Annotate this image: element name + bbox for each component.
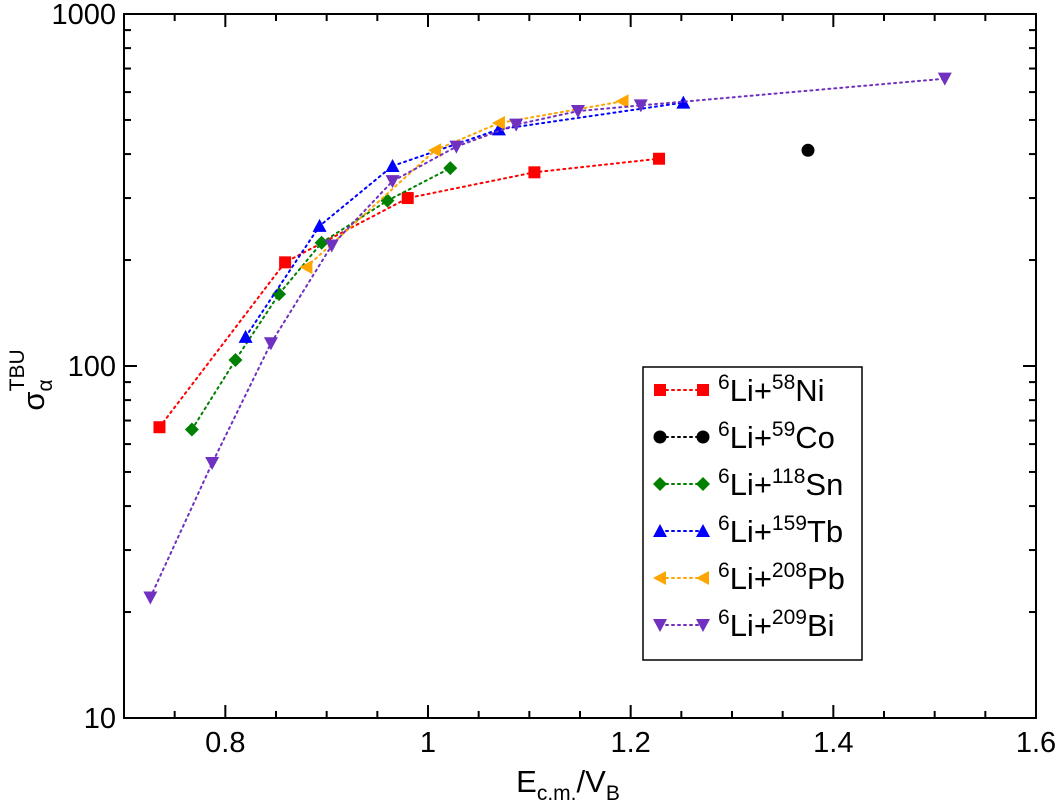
series-line-bi (149, 77, 946, 599)
legend-label-tb: 6Li+159Tb (718, 512, 843, 549)
data-point-pb (428, 143, 442, 158)
data-point-pb (299, 260, 313, 275)
data-point-ni (653, 152, 666, 165)
legend-item-bi: 6Li+209Bi (653, 606, 835, 643)
legend-item-tb: 6Li+159Tb (653, 512, 843, 549)
legend-marker-ni (654, 384, 666, 396)
series-line-pb (305, 100, 624, 269)
y-tick-labels: 10 100 1000 (51, 0, 116, 735)
x-tick-label: 1.2 (611, 727, 651, 759)
legend-label-bi: 6Li+209Bi (718, 606, 835, 643)
data-point-tb (238, 329, 253, 343)
data-point-bi (385, 175, 400, 189)
series-tb (238, 95, 691, 343)
data-point-ni (528, 166, 541, 179)
series-line-sn (190, 167, 452, 431)
legend-marker-sn (696, 477, 710, 491)
y-tick-label: 100 (68, 351, 116, 383)
series-co (801, 143, 815, 157)
legend-marker-co (696, 430, 710, 444)
series-bi (143, 72, 952, 605)
data-point-bi (449, 140, 464, 154)
data-point-pb (615, 94, 629, 109)
data-point-ni (401, 192, 414, 205)
data-point-sn (314, 235, 329, 250)
data-point-sn (380, 193, 395, 208)
plot-frame (123, 13, 1037, 719)
legend-label-ni: 6Li+58Ni (718, 371, 825, 408)
legend-marker-tb (653, 524, 667, 537)
x-tick-labels: 0.8 1 1.2 1.4 1.6 (205, 727, 1056, 759)
legend-item-co: 6Li+59Co (653, 418, 835, 455)
series-line-ni (158, 157, 660, 429)
data-point-sn (184, 422, 199, 437)
x-tick-label: 1.4 (813, 727, 853, 759)
data-point-bi (633, 99, 648, 113)
data-point-bi (205, 457, 220, 471)
x-axis-title: Ec.m./VB (516, 764, 620, 805)
series-sn (184, 161, 458, 437)
x-tick-label: 1.6 (1016, 727, 1056, 759)
legend-item-sn: 6Li+118Sn (653, 465, 843, 502)
data-point-sn (443, 161, 458, 176)
y-axis-title: σαTBU (6, 349, 57, 410)
legend-marker-pb (696, 571, 709, 585)
legend-label-co: 6Li+59Co (718, 418, 835, 455)
data-point-bi (570, 105, 585, 119)
legend-marker-bi (696, 619, 710, 632)
data-point-bi (937, 72, 952, 86)
legend-label-pb: 6Li+208Pb (718, 559, 845, 596)
series-ni (153, 152, 666, 434)
legend-marker-tb (696, 524, 710, 537)
legend-marker-bi (653, 619, 667, 632)
legend-marker-pb (653, 571, 666, 585)
legend-item-pb: 6Li+208Pb (653, 559, 845, 596)
legend-box (642, 366, 863, 661)
x-tick-label: 0.8 (205, 727, 245, 759)
y-tick-label: 10 (84, 703, 116, 735)
legend-label-sn: 6Li+118Sn (718, 465, 843, 502)
data-point-ni (153, 421, 166, 434)
legend-marker-sn (653, 477, 667, 491)
legend-marker-ni (697, 384, 709, 396)
series-layer (143, 72, 952, 605)
data-point-bi (143, 591, 158, 605)
data-point-sn (228, 353, 243, 368)
data-point-tb (385, 158, 400, 172)
data-point-co (801, 143, 815, 157)
data-point-tb (676, 95, 691, 109)
data-point-pb (491, 116, 505, 131)
series-pb (299, 94, 629, 275)
legend-item-ni: 6Li+58Ni (654, 371, 825, 408)
axis-ticks (123, 13, 1037, 719)
data-point-tb (312, 218, 327, 232)
data-point-bi (263, 337, 278, 351)
data-point-ni (279, 256, 292, 269)
y-tick-label: 1000 (51, 0, 116, 31)
legend-marker-co (653, 430, 667, 444)
data-point-bi (509, 118, 524, 132)
legend: 6Li+58Ni 6Li+59Co 6Li+118Sn 6Li+159Tb 6Li+20… (642, 366, 863, 661)
data-point-bi (324, 239, 339, 253)
x-tick-label: 1 (420, 727, 436, 759)
